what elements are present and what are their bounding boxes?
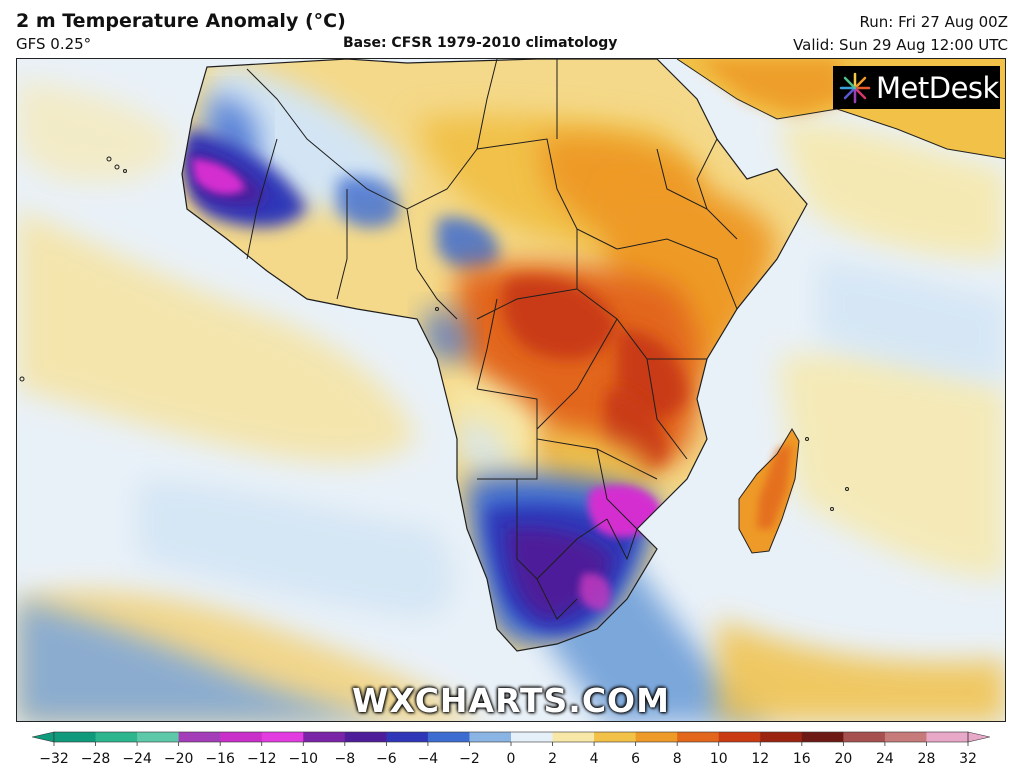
anomaly-map[interactable]: MetDesk WXCHARTS.COM	[16, 58, 1006, 722]
valid-time: Valid: Sun 29 Aug 12:00 UTC	[793, 36, 1008, 54]
legend-tick-label: −24	[122, 751, 152, 767]
legend-swatch	[178, 732, 221, 742]
starburst-icon	[839, 72, 871, 103]
legend-tick-label: −16	[205, 751, 235, 767]
legend-swatch	[926, 732, 969, 742]
legend-tick-label: −6	[376, 751, 397, 767]
color-legend: −32 −28 −24 −20 −16 −12 −10 −8 −6 −4 −2 0 2 4 6 8 10 12 16…	[32, 731, 990, 767]
legend-tick-label: 12	[751, 751, 769, 767]
legend-tick-label: −12	[247, 751, 277, 767]
legend-tick-label: −4	[418, 751, 439, 767]
legend-tick-label: −10	[288, 751, 318, 767]
legend-swatch	[552, 732, 595, 742]
legend-tick-label: −20	[164, 751, 194, 767]
legend-tick-label: 32	[959, 751, 977, 767]
legend-tick-label: 24	[876, 751, 894, 767]
legend-swatch	[511, 732, 554, 742]
legend-tick-label: 4	[590, 751, 599, 767]
legend-ticks: −32 −28 −24 −20 −16 −12 −10 −8 −6 −4 −2 0 2 4 6 8 10 12 16…	[39, 742, 977, 767]
legend-tick-label: 20	[834, 751, 852, 767]
legend-tick-label: −8	[334, 751, 355, 767]
logo-text: MetDesk	[876, 70, 999, 105]
legend-swatch	[386, 732, 429, 742]
legend-swatch	[344, 732, 387, 742]
chart-title: 2 m Temperature Anomaly (°C)	[16, 10, 346, 32]
legend-tick-label: 0	[507, 751, 516, 767]
legend-swatch	[843, 732, 886, 742]
legend-swatch	[261, 732, 304, 742]
legend-swatch	[469, 732, 512, 742]
legend-swatch	[677, 732, 720, 742]
legend-tick-label: 10	[710, 751, 728, 767]
legend-swatch	[594, 732, 637, 742]
legend-swatch	[718, 732, 761, 742]
legend-tick-label: −28	[81, 751, 111, 767]
legend-swatch	[220, 732, 263, 742]
legend-swatch	[760, 732, 803, 742]
legend-swatch	[95, 732, 138, 742]
legend-swatch	[427, 732, 470, 742]
legend-tick-label: 2	[548, 751, 557, 767]
watermark: WXCHARTS.COM	[352, 681, 670, 720]
legend-tick-label: 16	[793, 751, 811, 767]
metdesk-logo: MetDesk	[833, 66, 1000, 109]
borders-layer	[181, 59, 808, 652]
legend-swatch	[635, 732, 678, 742]
model-label: GFS 0.25°	[16, 35, 92, 53]
legend-swatch	[54, 732, 97, 742]
islands	[19, 156, 849, 511]
legend-tick-label: 6	[631, 751, 640, 767]
legend-arrow-min	[32, 731, 55, 743]
legend-swatches	[32, 731, 990, 743]
climatology-base: Base: CFSR 1979-2010 climatology	[343, 35, 618, 51]
madagascar	[738, 428, 800, 554]
legend-swatch	[137, 732, 180, 742]
legend-tick-label: 28	[918, 751, 936, 767]
legend-swatch	[884, 732, 927, 742]
legend-swatch	[801, 732, 844, 742]
map-canvas	[17, 59, 1005, 721]
legend-swatch	[303, 732, 346, 742]
legend-tick-label: 8	[673, 751, 682, 767]
run-time: Run: Fri 27 Aug 00Z	[859, 13, 1009, 31]
legend-arrow-max	[967, 731, 990, 743]
legend-tick-label: −32	[39, 751, 69, 767]
legend-tick-label: −2	[459, 751, 480, 767]
